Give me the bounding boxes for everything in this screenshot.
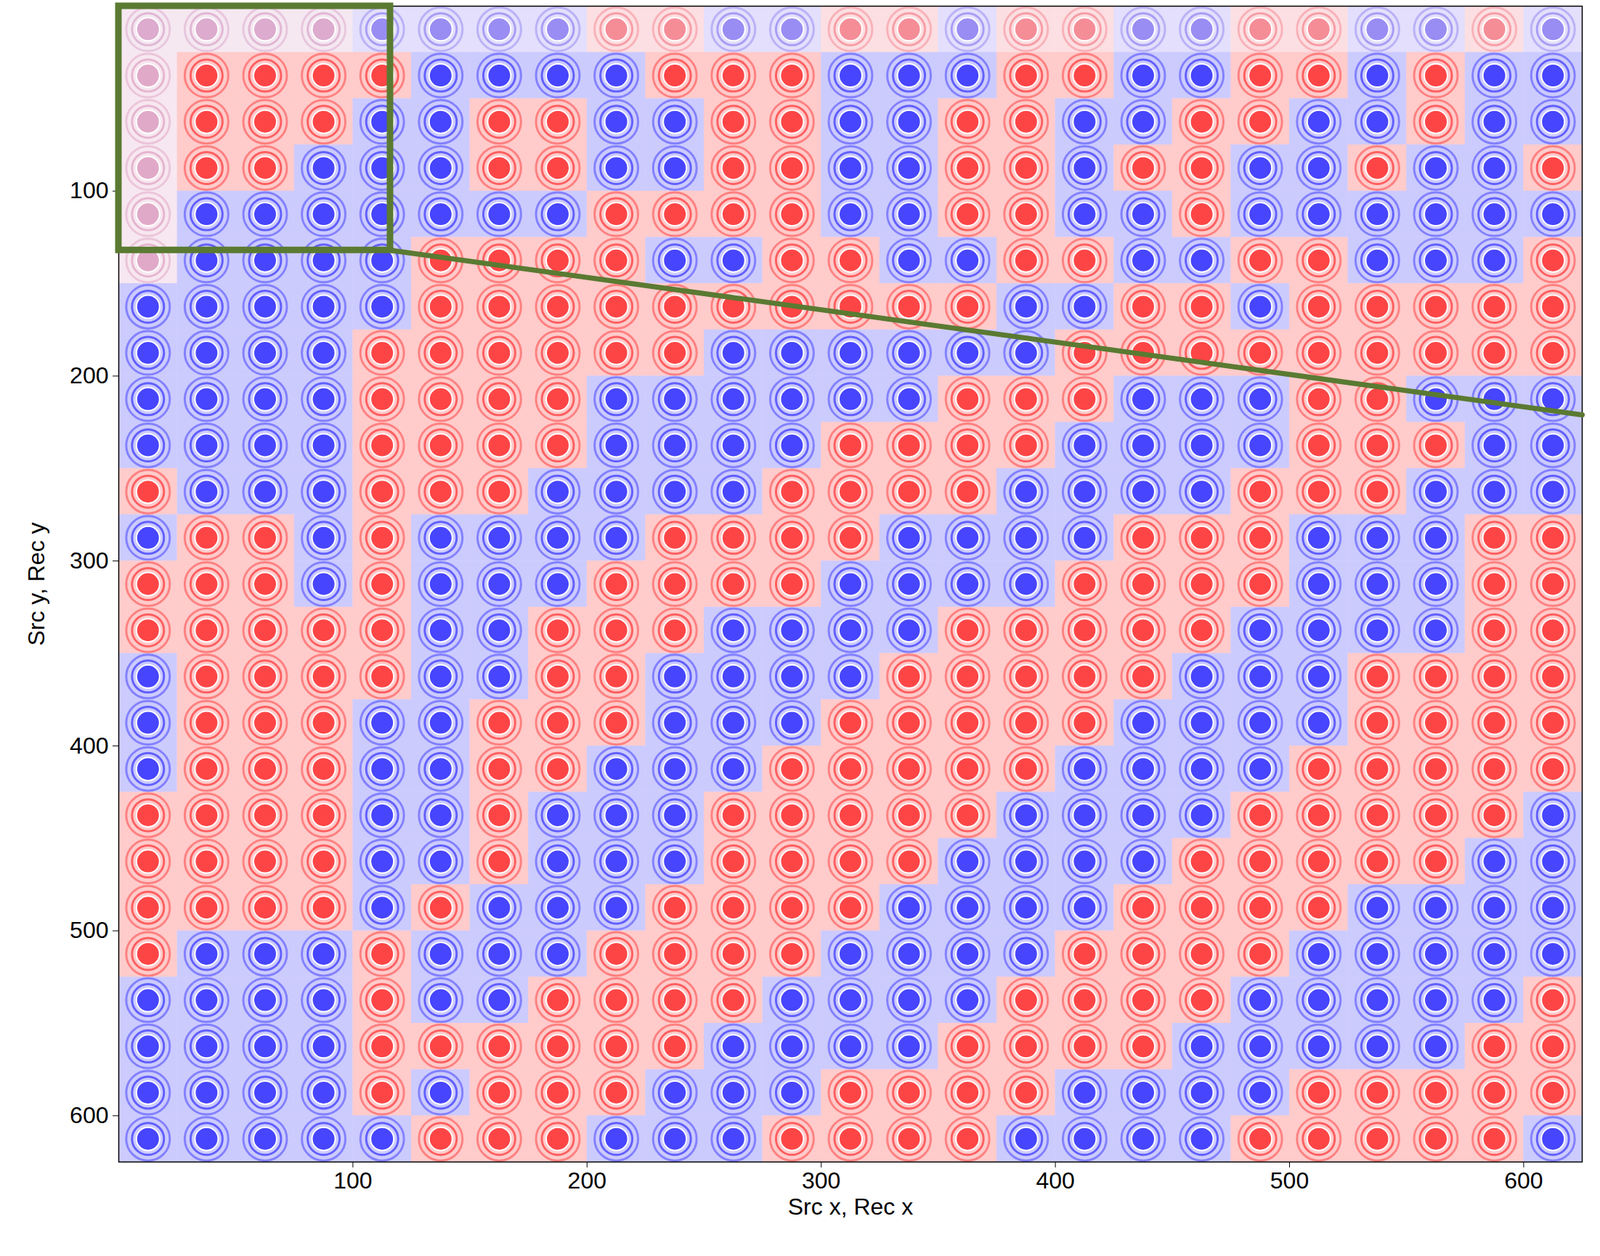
svg-text:100: 100	[333, 1167, 372, 1195]
svg-text:200: 200	[69, 362, 109, 389]
svg-text:200: 200	[567, 1167, 607, 1195]
svg-text:300: 300	[801, 1167, 841, 1195]
svg-text:Src x, Rec x: Src x, Rec x	[788, 1194, 913, 1221]
svg-text:500: 500	[1270, 1167, 1309, 1195]
svg-text:100: 100	[69, 177, 109, 204]
svg-text:600: 600	[1504, 1167, 1543, 1195]
svg-text:300: 300	[69, 547, 109, 574]
svg-text:Src y, Rec y: Src y, Rec y	[23, 522, 50, 646]
svg-text:500: 500	[69, 917, 109, 944]
svg-text:400: 400	[1035, 1167, 1075, 1195]
svg-text:400: 400	[69, 732, 109, 759]
svg-text:600: 600	[69, 1102, 109, 1129]
